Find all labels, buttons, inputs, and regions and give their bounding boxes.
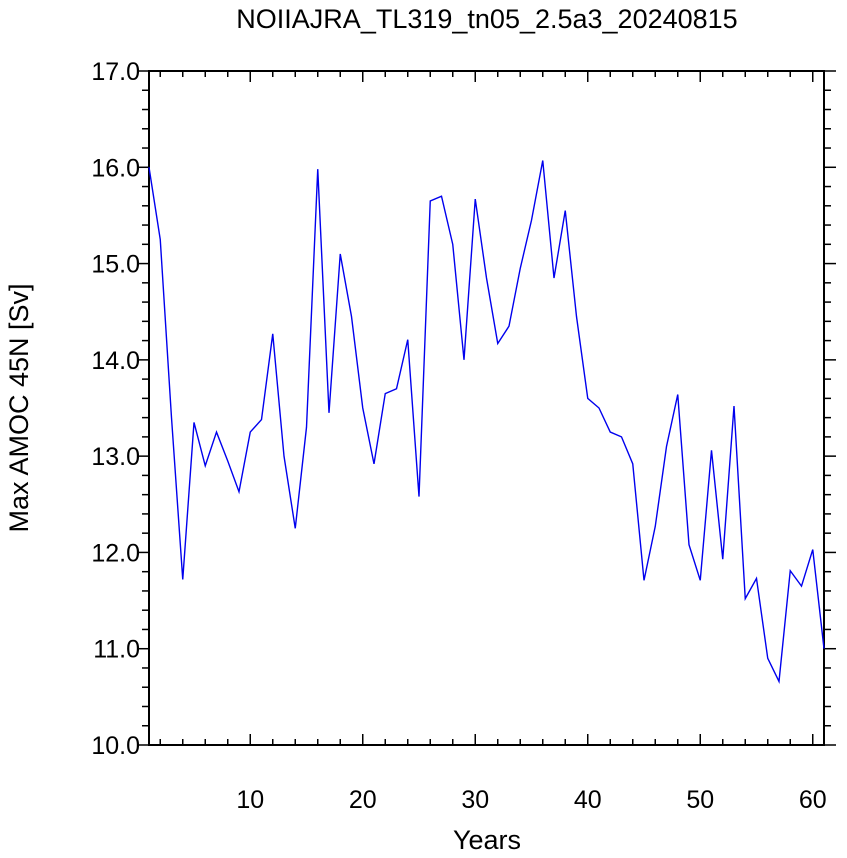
y-tick-label: 13.0: [91, 443, 140, 471]
plot-frame: [148, 70, 825, 746]
y-tick-label: 11.0: [93, 636, 140, 664]
x-tick-labels: 10 20 30 40 50 60: [236, 786, 826, 814]
x-axis-label: Years: [453, 825, 521, 855]
x-tick-label: 60: [799, 786, 827, 814]
x-tick-label: 50: [686, 786, 714, 814]
y-tick-label: 15.0: [91, 251, 140, 279]
x-tick-label: 40: [574, 786, 602, 814]
y-tick-labels: 10.0 11.0 12.0 13.0 14.0 15.0 16.0 17.0: [91, 58, 140, 760]
series-points: [148, 159, 826, 683]
axis-ticks: [137, 70, 836, 746]
y-tick-label: 14.0: [91, 347, 140, 375]
y-tick-label: 12.0: [91, 539, 140, 567]
x-tick-label: 20: [349, 786, 377, 814]
chart-title: NOIIAJRA_TL319_tn05_2.5a3_20240815: [236, 4, 737, 34]
y-tick-label: 16.0: [91, 154, 140, 182]
y-tick-label: 17.0: [91, 58, 140, 86]
y-tick-label: 10.0: [91, 732, 140, 760]
x-tick-label: 10: [236, 786, 264, 814]
y-axis-label: Max AMOC 45N [Sv]: [4, 283, 34, 532]
x-tick-label: 30: [461, 786, 489, 814]
amoc-series-line: [148, 160, 825, 684]
